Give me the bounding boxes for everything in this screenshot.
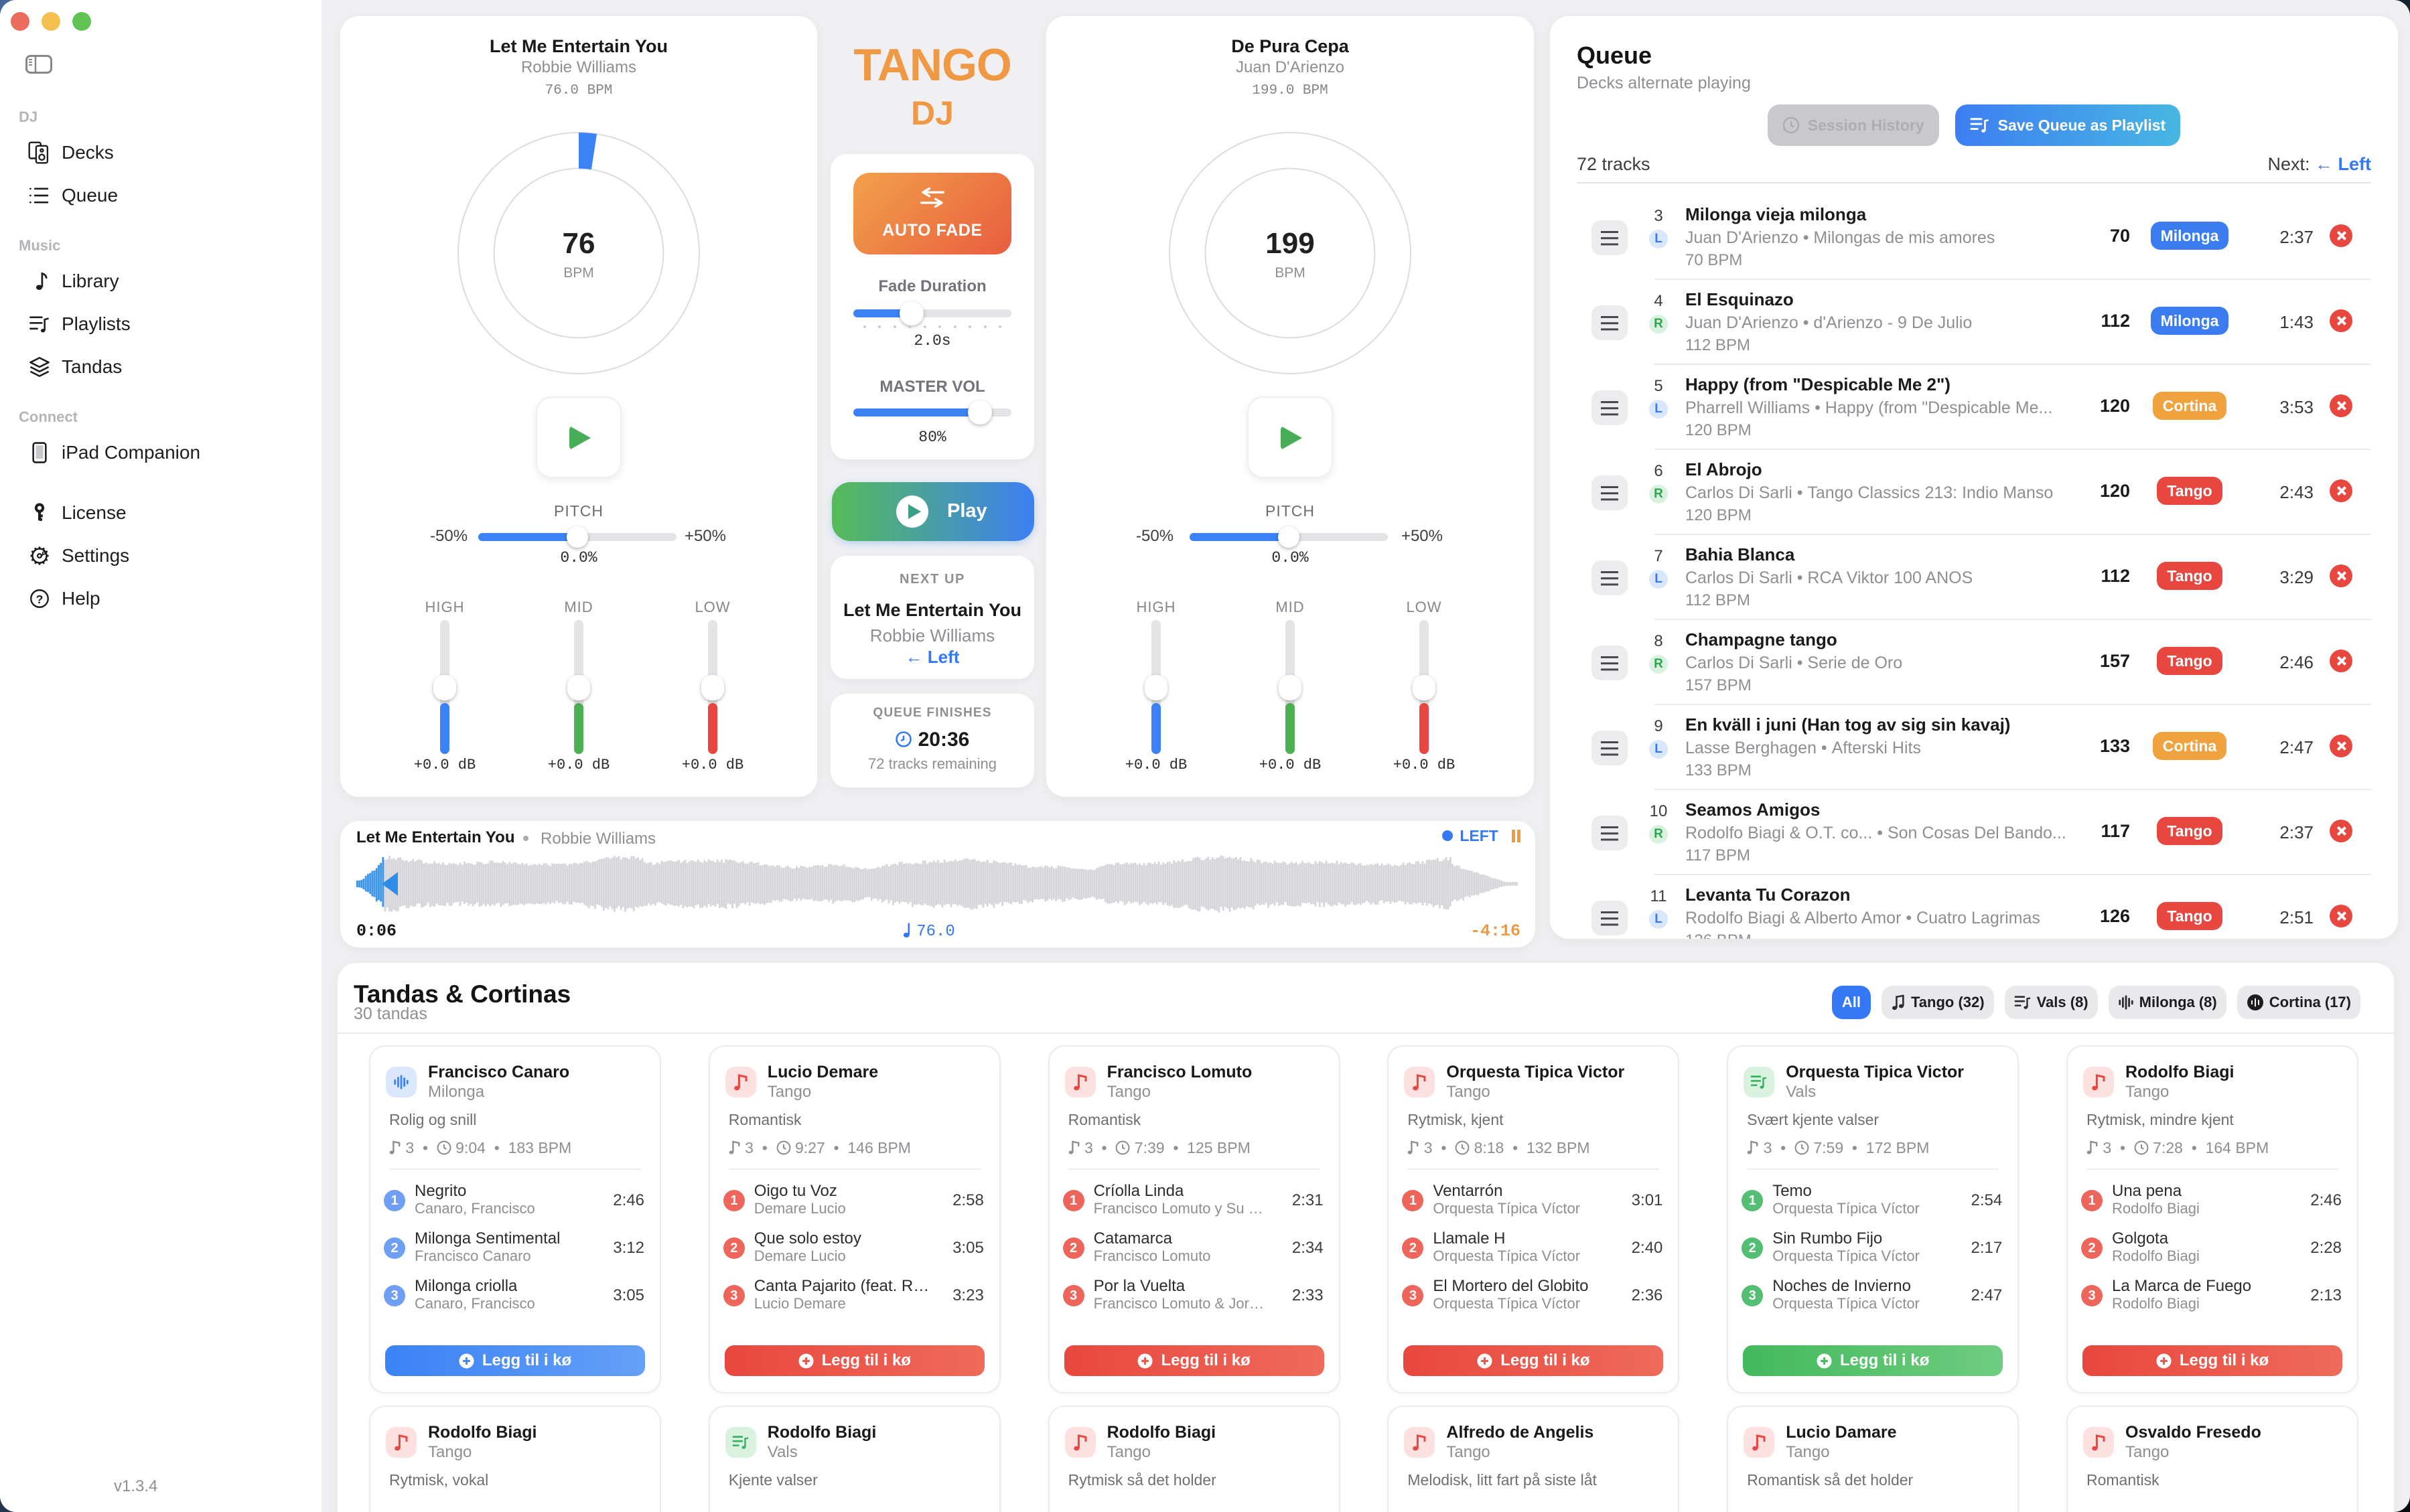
svg-text:BPM: BPM [563,265,594,281]
svg-text:?: ? [36,593,44,606]
svg-text:BPM: BPM [1275,265,1305,281]
svg-text:199: 199 [1265,227,1314,260]
svg-text:76: 76 [563,227,595,260]
